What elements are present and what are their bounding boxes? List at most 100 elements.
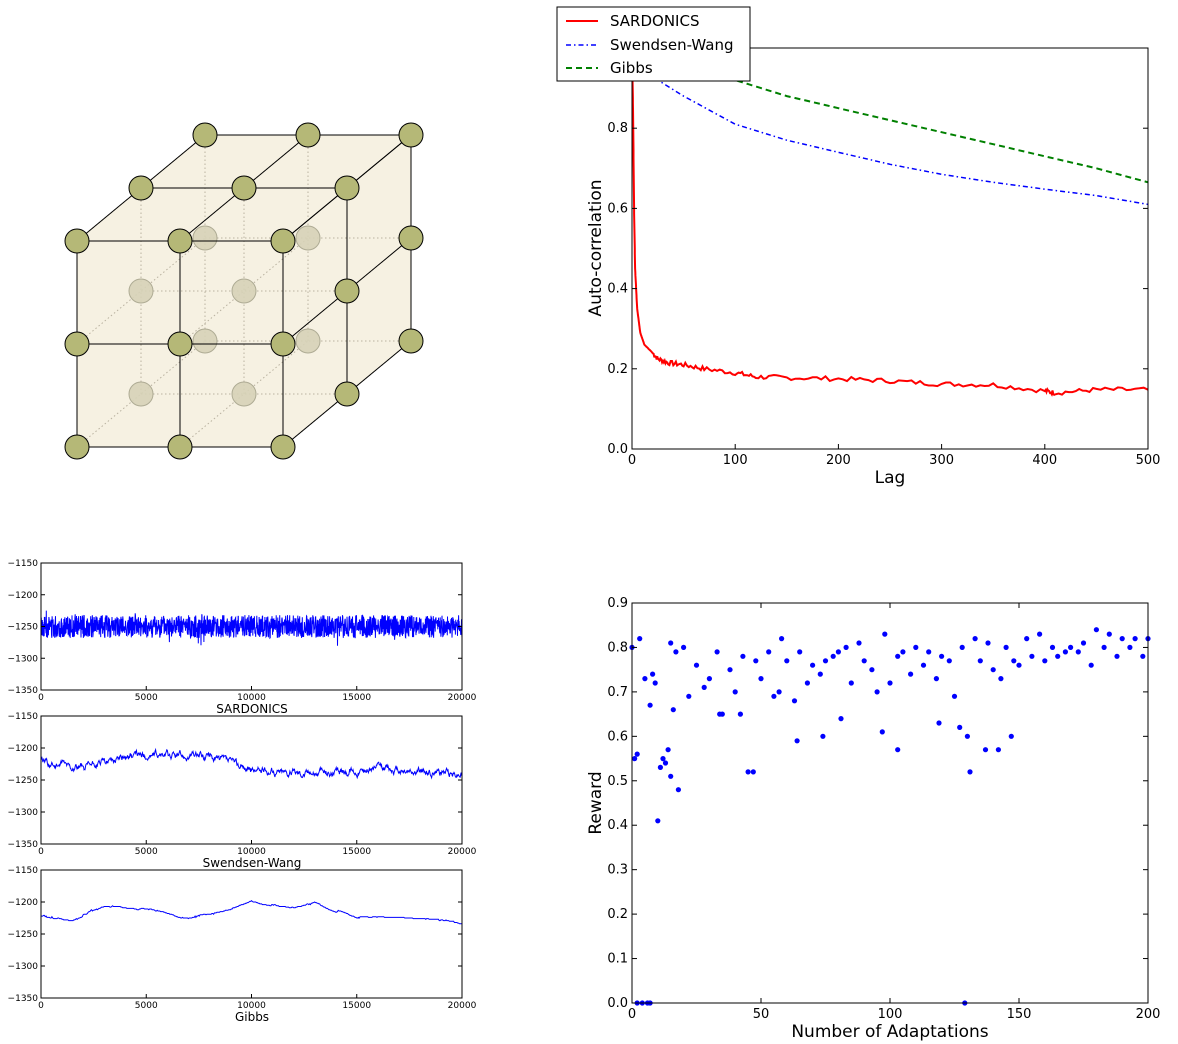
reward-ytick-label: 0.2: [607, 907, 628, 922]
reward-point: [642, 676, 648, 682]
lattice-node: [334, 278, 360, 304]
trace-ytick-label: −1150: [8, 866, 39, 876]
trace-xtick-label: 20000: [448, 693, 477, 703]
reward-point: [908, 671, 914, 677]
lattice-node: [167, 331, 193, 357]
trace-xtick-label: 20000: [448, 847, 477, 857]
trace-line: [40, 747, 463, 780]
lattice-node: [231, 175, 257, 201]
reward-point: [1101, 644, 1107, 651]
reward-point: [758, 676, 764, 682]
inner-node: [231, 381, 257, 407]
reward-ytick-label: 0.4: [607, 818, 628, 833]
trace-ytick-label: −1300: [8, 808, 39, 818]
legend-label-sardonics: SARDONICS: [610, 12, 699, 30]
trace-xtick-label: 5000: [135, 693, 158, 703]
lattice-node: [270, 228, 296, 254]
reward-ylabel: Reward: [586, 771, 606, 834]
legend-label-swendsen-wang: Swendsen-Wang: [610, 36, 734, 54]
reward-point: [1132, 636, 1138, 642]
reward-point: [822, 658, 829, 664]
reward-point: [665, 747, 671, 753]
reward-point: [982, 747, 989, 753]
trace-xtick-label: 20000: [448, 1001, 477, 1011]
trace-xtick-label: 15000: [342, 693, 371, 703]
reward-point: [951, 693, 958, 699]
reward-point: [1062, 649, 1068, 655]
reward-point: [737, 711, 744, 717]
reward-ytick-label: 0.7: [607, 685, 628, 700]
reward-point: [887, 680, 893, 686]
reward-ytick-label: 0.1: [607, 952, 628, 967]
trace-title-sardonics: SARDONICS: [216, 702, 288, 716]
reward-point: [670, 707, 676, 713]
acf-ylabel: Auto-correlation: [586, 179, 606, 316]
trace-ytick-label: −1350: [8, 686, 39, 696]
reward-xlabel: Number of Adaptations: [791, 1022, 988, 1042]
acf-plot-frame: [631, 47, 1149, 450]
acf-xtick-label: 100: [723, 453, 748, 468]
reward-point: [784, 658, 790, 664]
lattice-diagram: [64, 122, 424, 460]
trace-ytick-label: −1150: [8, 712, 39, 722]
reward-point: [1075, 649, 1081, 655]
reward-point: [967, 769, 973, 775]
lattice-node: [398, 225, 424, 251]
acf-xlabel: Lag: [875, 468, 906, 488]
reward-point: [835, 649, 842, 655]
lattice-node: [334, 175, 360, 201]
acf-xtick-label: 500: [1136, 453, 1161, 468]
reward-ytick-label: 0.0: [607, 996, 628, 1011]
reward-point: [717, 711, 723, 717]
reward-point: [1003, 644, 1009, 651]
trace-ytick-label: −1300: [8, 654, 39, 664]
reward-ytick-label: 0.6: [607, 729, 628, 744]
reward-point: [946, 658, 952, 664]
reward-point: [998, 676, 1004, 682]
reward-point: [797, 649, 803, 655]
trace-ytick-label: −1250: [8, 930, 39, 940]
reward-point: [632, 756, 638, 762]
trace-ytick-label: −1250: [8, 776, 39, 786]
inner-node: [295, 225, 321, 251]
reward-point: [740, 653, 746, 659]
reward-point: [926, 649, 932, 655]
trace-plot-sardonics: 0 5000 10000 15000 20000 −1150 −1200 −1250 −1300…: [8, 559, 477, 716]
reward-point: [900, 649, 906, 655]
acf-xtick-label: 0: [628, 453, 636, 468]
reward-point: [838, 716, 844, 722]
reward-point: [1037, 631, 1043, 637]
reward-point: [732, 689, 738, 695]
acf-xtick-label: 300: [929, 453, 954, 468]
reward-point: [662, 760, 669, 766]
reward-point: [1088, 662, 1094, 668]
reward-point: [745, 769, 751, 775]
trace-ytick-label: −1200: [8, 591, 39, 601]
acf-ytick-label: 0.4: [607, 282, 628, 297]
reward-point: [668, 773, 674, 779]
acf-legend: SARDONICS Swendsen-Wang Gibbs: [556, 6, 751, 82]
inner-node: [128, 278, 154, 304]
reward-point: [1068, 644, 1074, 651]
trace-ytick-label: −1350: [8, 840, 39, 850]
reward-point: [920, 662, 927, 668]
reward-point: [869, 667, 875, 673]
trace-plot-swendsen-wang: 0 5000 10000 15000 20000 −1150 −1200 −1250 −1300…: [8, 712, 477, 870]
reward-point: [647, 702, 653, 708]
series-line-sardonics: [631, 47, 1149, 397]
reward-point: [1055, 653, 1061, 659]
reward-point: [794, 738, 800, 744]
series-line-swendsen-wang: [631, 47, 1149, 206]
reward-point: [810, 662, 816, 668]
reward-point: [874, 689, 880, 695]
trace-title-swendsen-wang: Swendsen-Wang: [203, 856, 302, 870]
reward-point: [650, 671, 656, 677]
reward-point: [1008, 733, 1014, 739]
reward-point: [750, 769, 756, 775]
trace-plot-gibbs: 0 5000 10000 15000 20000 −1150 −1200 −1250 −1300…: [8, 866, 477, 1024]
trace-xtick-label: 5000: [135, 847, 158, 857]
inner-node: [128, 381, 154, 407]
trace-xtick-label: 15000: [342, 1001, 371, 1011]
reward-point: [913, 644, 919, 651]
